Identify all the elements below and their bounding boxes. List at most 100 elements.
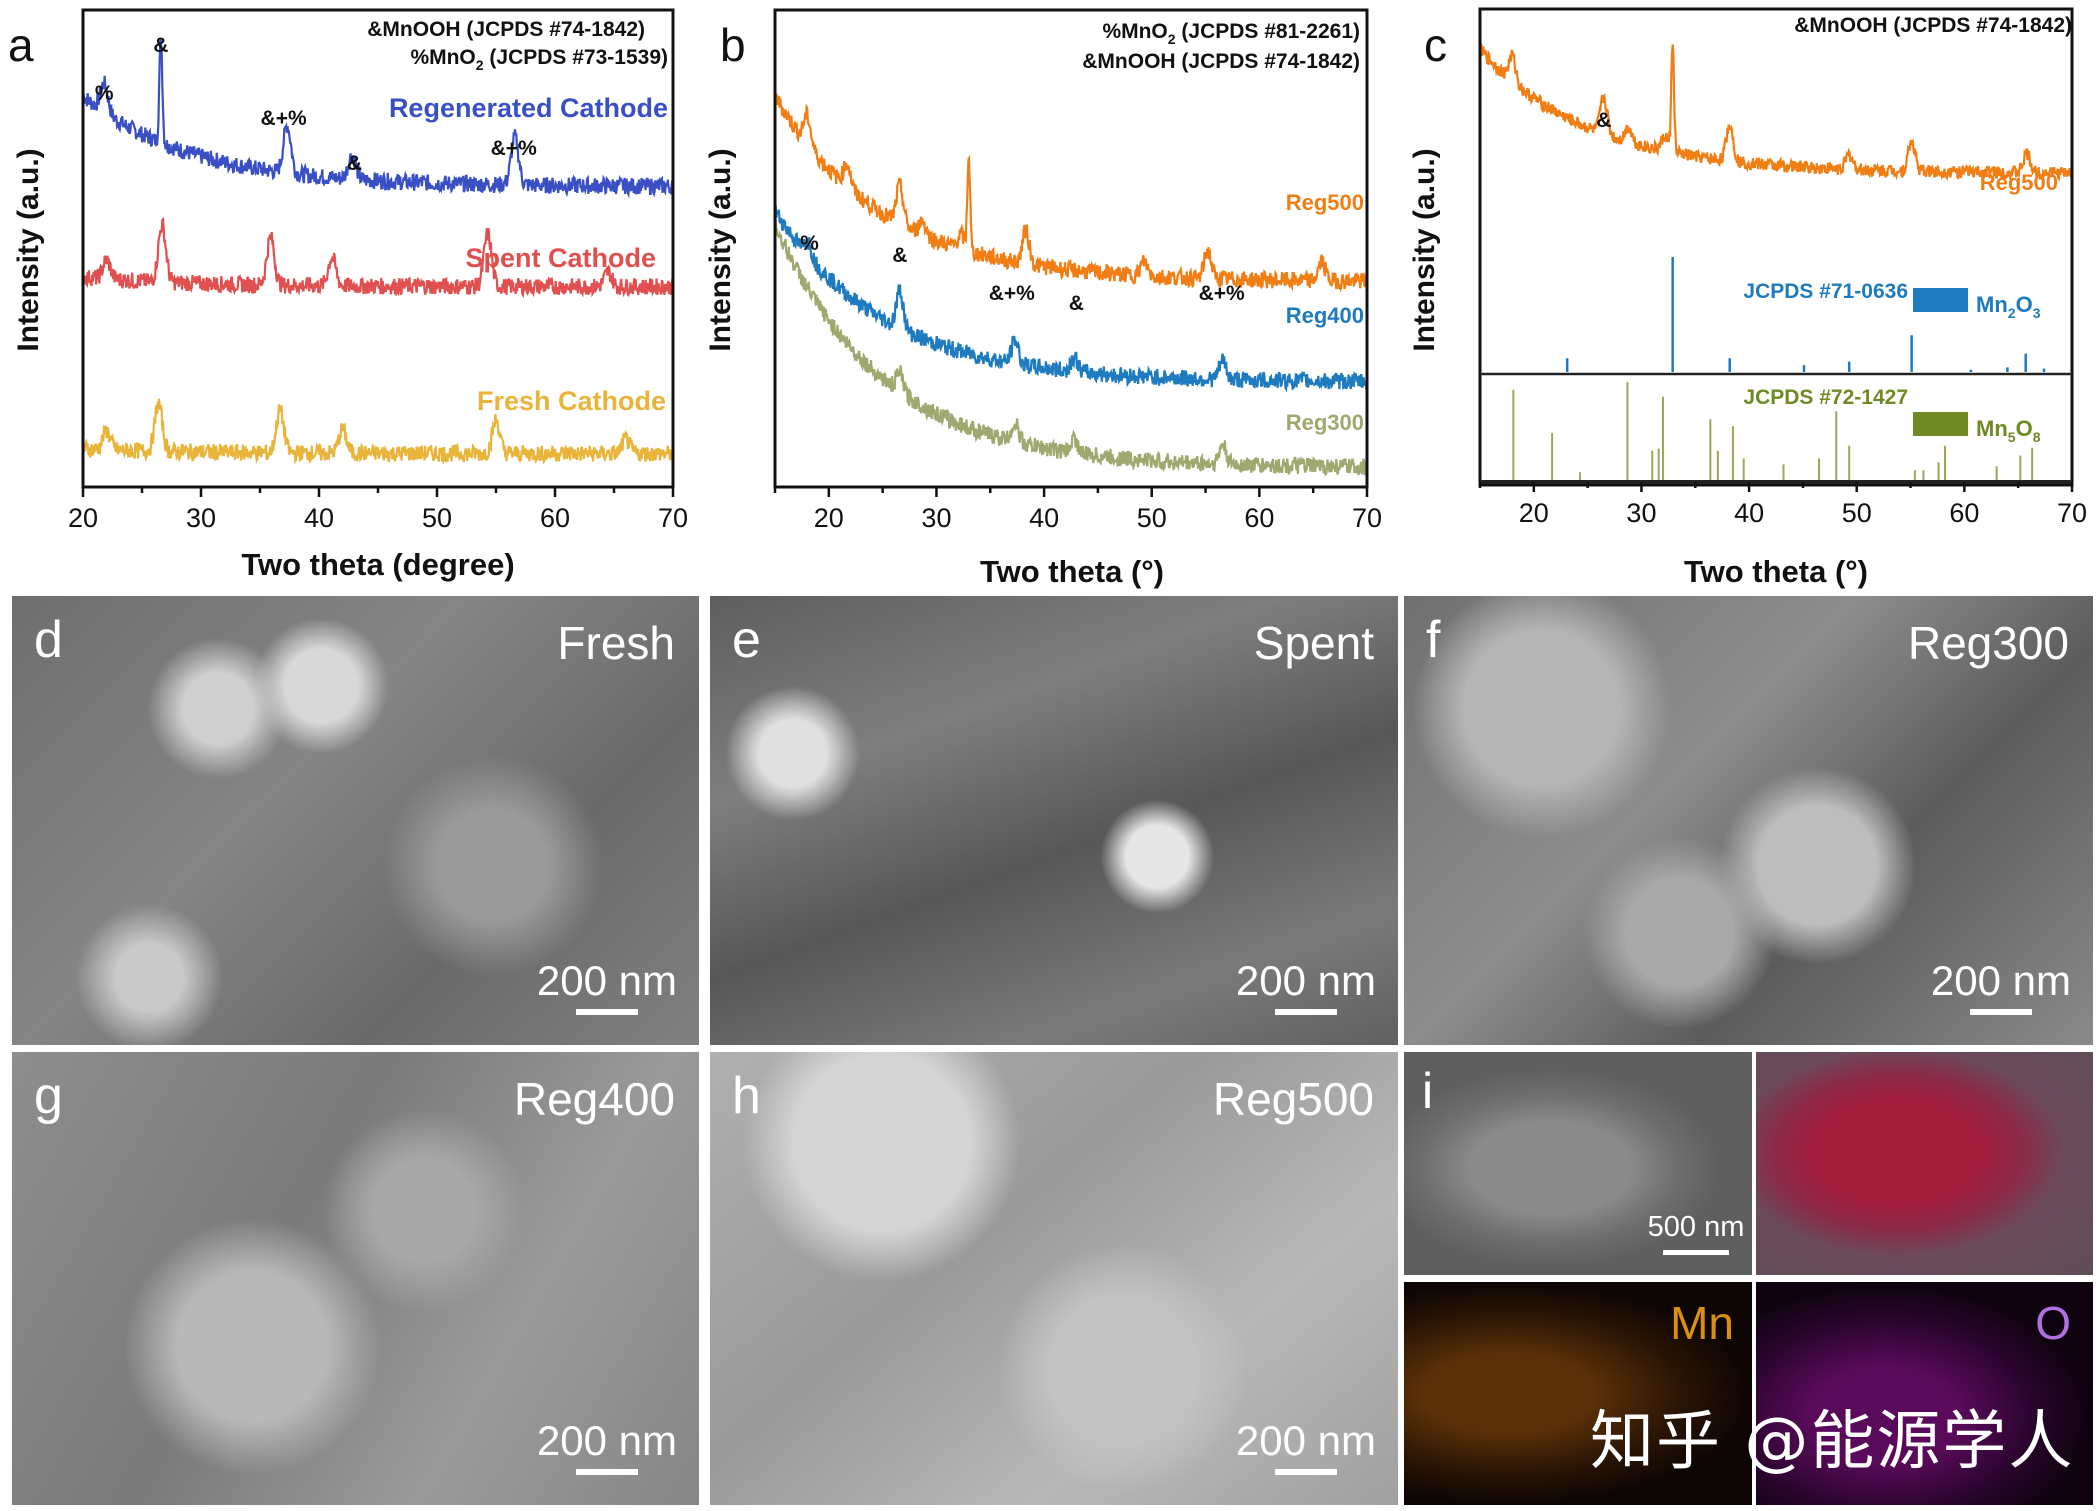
- panel-c-letter: c: [1424, 19, 1447, 71]
- sem-tag-fresh: Fresh: [557, 617, 675, 669]
- x-tick-label: 40: [1029, 503, 1059, 533]
- scale-label-e: 200 nm: [1235, 957, 1376, 1004]
- peak-annotation: &+%: [261, 107, 307, 130]
- x-tick-label: 50: [422, 503, 452, 533]
- eds-mn-map: Mn: [1404, 1282, 1752, 1505]
- sem-tag-reg500: Reg500: [1212, 1073, 1374, 1125]
- panel-a-letter: a: [8, 19, 34, 71]
- peak-annotation: &: [1596, 109, 1611, 132]
- x-tick-label: 60: [1949, 498, 1979, 528]
- scale-bar-e: 200 nm: [1236, 957, 1376, 1015]
- trace-reg400: [773, 205, 1369, 393]
- eds-mapping-panel: i 500 nm Mn O: [1404, 1052, 2093, 1505]
- sem-image-reg400: g Reg400 200 nm: [12, 1052, 699, 1505]
- x-axis-label-a: Two theta (degree): [241, 547, 514, 582]
- peak-annotations-b: % & &+% & &+%: [800, 232, 1245, 315]
- label-reg300-b: Reg300: [1286, 410, 1364, 435]
- panel-i-letter: i: [1422, 1063, 1434, 1119]
- panel-d-letter: d: [34, 611, 63, 669]
- eds-o-map: O: [1756, 1282, 2093, 1505]
- peak-annotation: &: [892, 244, 907, 267]
- scale-label-g: 200 nm: [536, 1417, 677, 1464]
- traces-b: [773, 88, 1369, 477]
- y-axis-label-c: Intensity (a.u.): [1408, 148, 1441, 351]
- peak-annotation: %: [95, 82, 114, 105]
- sem-tag-reg400: Reg400: [513, 1073, 675, 1125]
- x-tick-label: 60: [540, 503, 570, 533]
- x-tick-label: 20: [68, 503, 98, 533]
- panel-h-letter: h: [732, 1067, 761, 1125]
- x-ticks-c: 20 30 40 50 60 70: [1478, 482, 2087, 528]
- peak-annotation: &+%: [1199, 282, 1245, 305]
- eds-sem-image: i 500 nm: [1404, 1052, 1752, 1275]
- label-reg500-c: Reg500: [1980, 170, 2058, 195]
- trace-reg300: [773, 219, 1369, 477]
- legend-swatch-mn5o8: [1913, 412, 1968, 436]
- x-tick-label: 40: [1734, 498, 1764, 528]
- label-jcpds-71-0636: JCPDS #71-0636: [1743, 280, 1908, 303]
- peak-annotations-a: % & &+% & &+%: [95, 34, 537, 175]
- watermark-text: 知乎 @能源学人: [1590, 1405, 2075, 1479]
- scale-bar-f: 200 nm: [1931, 957, 2071, 1015]
- label-reg500-b: Reg500: [1286, 190, 1364, 215]
- legend-mno2-a: %MnO2 (JCPDS #73-1539): [410, 46, 668, 73]
- sem-image-reg500: h Reg500 200 nm: [710, 1052, 1398, 1505]
- label-fresh-cathode: Fresh Cathode: [477, 386, 666, 416]
- scale-bar-line: [1969, 1009, 2032, 1015]
- eds-overlay-map: [1756, 1052, 2093, 1275]
- peak-annotation: &: [153, 34, 168, 57]
- x-tick-label: 50: [1137, 503, 1167, 533]
- x-tick-label: 30: [921, 503, 951, 533]
- label-o-element: O: [2035, 1297, 2071, 1349]
- scale-label-h: 200 nm: [1235, 1417, 1376, 1464]
- trace-fresh-cathode: [81, 398, 675, 466]
- label-reg400-b: Reg400: [1286, 303, 1364, 328]
- xrd-chart-a: Intensity (a.u.) 20 30 40 50 60 70 &MnOOH (JC…: [12, 8, 688, 582]
- peak-annotation: &: [1069, 292, 1084, 315]
- panel-b-letter: b: [720, 19, 746, 71]
- y-axis-label-a: Intensity (a.u.): [12, 148, 45, 351]
- label-regenerated-cathode: Regenerated Cathode: [389, 93, 668, 123]
- x-tick-label: 20: [1519, 498, 1549, 528]
- scale-bar-g: 200 nm: [537, 1417, 677, 1475]
- scale-bar-line: [575, 1009, 638, 1015]
- trace-spent-cathode: [81, 216, 675, 299]
- label-jcpds-72-1427: JCPDS #72-1427: [1743, 386, 1908, 409]
- scale-label-i: 500 nm: [1647, 1211, 1745, 1243]
- trace-regenerated-cathode: [82, 37, 675, 199]
- peak-annotation: %: [800, 232, 819, 255]
- x-tick-label: 50: [1842, 498, 1872, 528]
- legend-mnooh-b: &MnOOH (JCPDS #74-1842): [1082, 50, 1360, 73]
- scale-bar-i: 500 nm: [1640, 1211, 1752, 1255]
- plot-frame-b: [773, 8, 1369, 489]
- sem-image-reg300: f Reg300 200 nm: [1404, 596, 2093, 1045]
- sem-image-fresh: d Fresh 200 nm: [12, 596, 699, 1045]
- x-tick-label: 70: [658, 503, 688, 533]
- x-tick-label: 30: [186, 503, 216, 533]
- scale-label-f: 200 nm: [1930, 957, 2071, 1004]
- x-tick-label: 20: [814, 503, 844, 533]
- scale-bar-d: 200 nm: [537, 957, 677, 1015]
- reference-patterns-c: [1512, 257, 2046, 480]
- xrd-chart-c: Intensity (a.u.) 20 30 40 50 60 70 &MnOOH (JC…: [1408, 7, 2087, 589]
- x-tick-label: 30: [1626, 498, 1656, 528]
- sem-tag-spent: Spent: [1253, 617, 1374, 669]
- label-mn5o8: Mn5O8: [1976, 416, 2041, 445]
- x-tick-label: 70: [1352, 503, 1382, 533]
- sem-image-spent: e Spent 200 nm: [710, 596, 1398, 1045]
- scale-bar-line: [1274, 1009, 1337, 1015]
- plot-frame-c: [1478, 7, 2074, 487]
- peak-annotation: &+%: [989, 282, 1035, 305]
- x-tick-label: 60: [1244, 503, 1274, 533]
- x-axis-label-b: Two theta (°): [980, 554, 1164, 589]
- scale-bar-line: [575, 1469, 638, 1475]
- label-spent-cathode: Spent Cathode: [465, 243, 656, 273]
- panel-e-letter: e: [732, 611, 761, 669]
- traces-a: [81, 37, 675, 466]
- x-axis-label-c: Two theta (°): [1684, 554, 1868, 589]
- peak-annotations-c: &: [1596, 109, 1611, 132]
- traces-c: [1478, 40, 2073, 182]
- x-ticks-a: 20 30 40 50 60 70: [68, 487, 688, 533]
- peak-annotation: &: [347, 152, 362, 175]
- legend-mnooh-c: &MnOOH (JCPDS #74-1842): [1794, 14, 2072, 37]
